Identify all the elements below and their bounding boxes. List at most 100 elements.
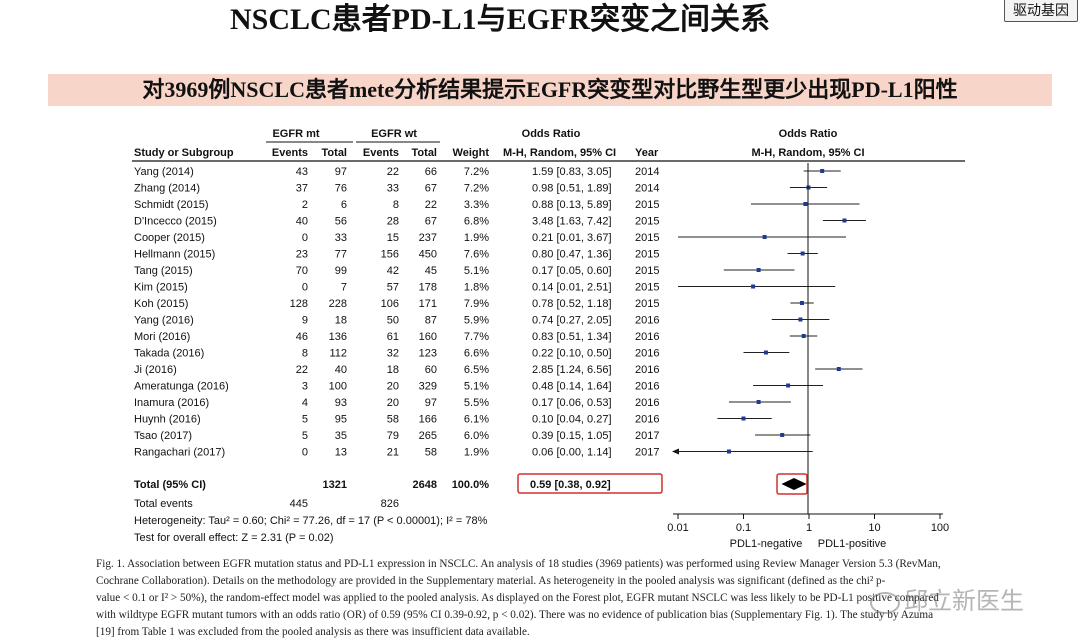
total-mt: 100 — [329, 381, 347, 393]
study-row: Cooper (2015) 0 33 15 237 1.9% 0.21 [0.01, 3.6… — [134, 232, 846, 244]
ci-value: 0.10 [0.04, 0.27] — [532, 414, 612, 426]
total-label: Total (95% CI) — [134, 479, 206, 491]
events-wt: 20 — [387, 381, 399, 393]
ci-value: 0.98 [0.51, 1.89] — [532, 183, 612, 195]
year-value: 2014 — [635, 166, 659, 178]
events-wt: 20 — [387, 397, 399, 409]
events-wt: 8 — [393, 199, 399, 211]
year-value: 2015 — [635, 265, 659, 277]
events-wt: 58 — [387, 414, 399, 426]
study-row: D'Incecco (2015) 40 56 28 67 6.8% 3.48 [1.63, … — [134, 216, 867, 228]
weight-value: 7.2% — [464, 183, 489, 195]
study-row: Zhang (2014) 37 76 33 67 7.2% 0.98 [0.51, 1.89… — [134, 183, 828, 195]
total-wt: 123 — [419, 348, 437, 360]
driver-gene-button[interactable]: 驱动基因 — [1004, 0, 1078, 22]
events-mt: 23 — [296, 249, 308, 261]
study-name: Huynh (2016) — [134, 414, 201, 426]
group2-header: EGFR wt — [371, 128, 417, 140]
ci-value: 1.59 [0.83, 3.05] — [532, 166, 612, 178]
or-point — [800, 251, 805, 256]
or-point — [741, 416, 746, 421]
or-point — [836, 367, 841, 371]
year-value: 2015 — [635, 249, 659, 261]
watermark: 邱立新医生 — [870, 581, 1024, 616]
overall-effect-text: Test for overall effect: Z = 2.31 (P = 0… — [134, 532, 334, 544]
x-tick-label: 10 — [868, 522, 880, 534]
study-row: Takada (2016) 8 112 32 123 6.6% 0.22 [0.10, 0.… — [134, 348, 790, 360]
year-value: 2015 — [635, 232, 659, 244]
heterogeneity-text: Heterogeneity: Tau² = 0.60; Chi² = 77.26… — [134, 515, 488, 527]
events-wt: 33 — [387, 183, 399, 195]
year-value: 2016 — [635, 397, 659, 409]
study-name: Koh (2015) — [134, 298, 188, 310]
ci-value: 2.85 [1.24, 6.56] — [532, 364, 612, 376]
total-mt: 76 — [335, 183, 347, 195]
total-wt: 178 — [419, 282, 437, 294]
ci-value: 0.88 [0.13, 5.89] — [532, 199, 612, 211]
ci-value: 0.17 [0.05, 0.60] — [532, 265, 612, 277]
events-mt: 22 — [296, 364, 308, 376]
total-mt: 93 — [335, 397, 347, 409]
weight-value: 6.0% — [464, 430, 489, 442]
ci-value: 0.17 [0.06, 0.53] — [532, 397, 612, 409]
study-name: Ji (2016) — [134, 364, 177, 376]
weight-value: 6.8% — [464, 216, 489, 228]
study-row: Rangachari (2017) 0 13 21 58 1.9% 0.06 [0.00, … — [134, 447, 813, 459]
study-row: Hellmann (2015) 23 77 156 450 7.6% 0.80 [0.47,… — [134, 249, 818, 261]
or-point — [786, 383, 791, 388]
ci-value: 0.14 [0.01, 2.51] — [532, 282, 612, 294]
events-mt: 0 — [302, 232, 308, 244]
weight-value: 3.3% — [464, 199, 489, 211]
total-diamond — [781, 478, 807, 490]
total-wt: 450 — [419, 249, 437, 261]
total-diamond-highlight — [776, 473, 808, 495]
study-name: Zhang (2014) — [134, 183, 200, 195]
x-label-positive: PDL1-positive — [818, 538, 886, 550]
ci-value: 0.22 [0.10, 0.50] — [532, 348, 612, 360]
figure-caption: Fig. 1. Association between EGFR mutatio… — [96, 556, 1056, 641]
events-mt: 37 — [296, 183, 308, 195]
weight-value: 7.6% — [464, 249, 489, 261]
or-point — [803, 202, 808, 206]
study-name: Yang (2016) — [134, 315, 194, 327]
year-value: 2015 — [635, 199, 659, 211]
study-row: Ji (2016) 22 40 18 60 6.5% 2.85 [1.24, 6.56] 20… — [134, 364, 863, 376]
weight-value: 6.5% — [464, 364, 489, 376]
events-wt: 32 — [387, 348, 399, 360]
x-tick-label: 100 — [931, 522, 949, 534]
study-name: D'Incecco (2015) — [134, 216, 217, 228]
total-wt: 329 — [419, 381, 437, 393]
or-sub-right: M-H, Random, 95% CI — [751, 147, 864, 159]
total-ci: 0.59 [0.38, 0.92] — [530, 479, 611, 491]
year-value: 2016 — [635, 414, 659, 426]
ci-value: 0.80 [0.47, 1.36] — [532, 249, 612, 261]
total-events-1: 445 — [290, 498, 308, 510]
x-tick-label: 0.01 — [667, 522, 688, 534]
ci-value: 0.48 [0.14, 1.64] — [532, 381, 612, 393]
events-mt: 5 — [302, 430, 308, 442]
events-mt: 0 — [302, 447, 308, 459]
study-row: Koh (2015) 128 228 106 171 7.9% 0.78 [0.52, 1.… — [134, 298, 814, 310]
group1-header: EGFR mt — [272, 128, 319, 140]
total-wt: 45 — [425, 265, 437, 277]
total-wt: 237 — [419, 232, 437, 244]
total-wt: 97 — [425, 397, 437, 409]
weight-value: 7.7% — [464, 331, 489, 343]
weight-value: 1.8% — [464, 282, 489, 294]
weight-header: Weight — [453, 147, 490, 159]
weight-value: 7.9% — [464, 298, 489, 310]
events-mt: 40 — [296, 216, 308, 228]
ci-value: 0.21 [0.01, 3.67] — [532, 232, 612, 244]
study-name: Hellmann (2015) — [134, 249, 215, 261]
total-weight: 100.0% — [452, 479, 490, 491]
year-header: Year — [635, 147, 659, 159]
caption-line: Fig. 1. Association between EGFR mutatio… — [96, 558, 941, 570]
or-point — [801, 334, 806, 338]
study-name: Schmidt (2015) — [134, 199, 209, 211]
or-point — [762, 235, 767, 239]
total-mt: 13 — [335, 447, 347, 459]
ci-value: 0.78 [0.52, 1.18] — [532, 298, 612, 310]
x-tick-label: 1 — [806, 522, 812, 534]
study-name: Cooper (2015) — [134, 232, 205, 244]
events-mt: 9 — [302, 315, 308, 327]
